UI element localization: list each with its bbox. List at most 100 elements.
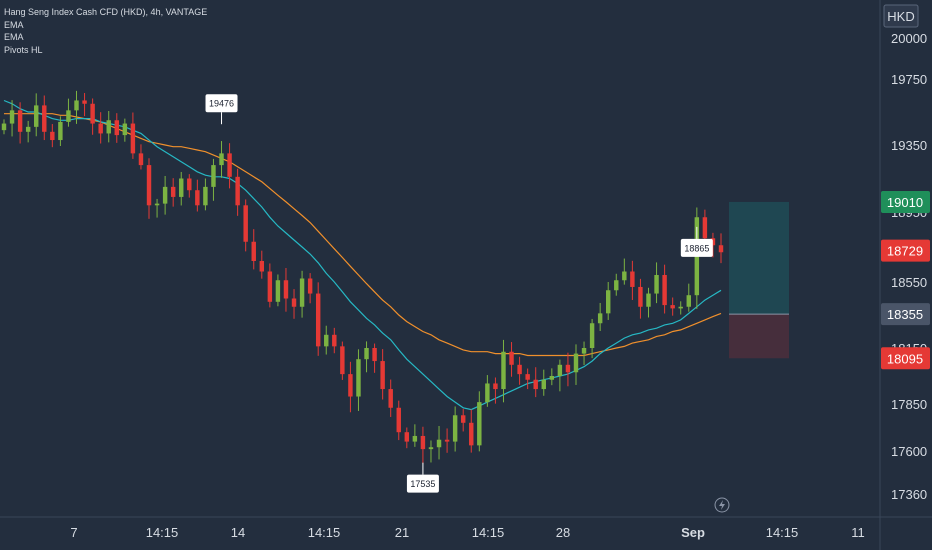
candle-body[interactable] (66, 110, 71, 122)
candle-body[interactable] (469, 422, 474, 446)
candle-body[interactable] (404, 432, 410, 442)
candle-body[interactable] (670, 305, 675, 309)
price-label-text: 18355 (887, 307, 923, 322)
candle-body[interactable] (622, 271, 627, 281)
candle-body[interactable] (662, 275, 667, 306)
candle-body[interactable] (589, 323, 595, 348)
candle-body[interactable] (630, 271, 635, 287)
candle-body[interactable] (307, 278, 313, 294)
candle-body[interactable] (227, 153, 232, 177)
candle-body[interactable] (557, 364, 563, 376)
candle-body[interactable] (114, 120, 120, 136)
candle-body[interactable] (686, 295, 691, 307)
candle-body[interactable] (1, 123, 7, 131)
candle-body[interactable] (638, 286, 643, 307)
candle-body[interactable] (597, 313, 603, 324)
candle-body[interactable] (235, 176, 240, 206)
price-label-text: 18095 (887, 351, 923, 366)
candle-body[interactable] (605, 290, 611, 314)
candle-body[interactable] (436, 439, 442, 448)
candle-body[interactable] (573, 353, 579, 373)
position-stop-zone[interactable] (729, 314, 789, 359)
candle-body[interactable] (356, 359, 361, 397)
candle-body[interactable] (493, 383, 498, 390)
candle-body[interactable] (283, 280, 289, 299)
candle-body[interactable] (34, 105, 39, 127)
candle-body[interactable] (525, 374, 530, 380)
candle-body[interactable] (162, 186, 168, 204)
legend-symbol-title: Hang Seng Index Cash CFD (HKD), 4h, VANT… (4, 7, 208, 17)
candle-body[interactable] (9, 110, 15, 124)
candle-body[interactable] (581, 348, 587, 354)
candle-body[interactable] (565, 364, 571, 373)
ema-slow-line (4, 113, 722, 357)
candle-body[interactable] (299, 278, 305, 307)
candle-body[interactable] (364, 348, 369, 360)
candle-body[interactable] (477, 402, 482, 446)
candle-body[interactable] (509, 351, 514, 365)
candle-body[interactable] (452, 415, 458, 442)
candle-body[interactable] (251, 241, 256, 261)
candle-body[interactable] (275, 280, 281, 302)
legend-indicator-pivots: Pivots HL (4, 44, 43, 55)
candle-body[interactable] (203, 186, 208, 206)
candle-body[interactable] (388, 389, 393, 408)
candle-body[interactable] (170, 186, 176, 197)
candle-body[interactable] (259, 261, 265, 272)
candle-body[interactable] (130, 123, 136, 154)
candle-body[interactable] (90, 103, 95, 124)
candle-body[interactable] (291, 298, 297, 307)
candle-body[interactable] (517, 364, 522, 375)
candle-body[interactable] (702, 217, 708, 239)
candle-body[interactable] (25, 126, 31, 132)
candle-body[interactable] (710, 238, 716, 246)
candle-body[interactable] (219, 153, 224, 166)
realtime-icon[interactable] (714, 497, 730, 513)
candle-body[interactable] (82, 100, 87, 104)
candle-body[interactable] (146, 165, 152, 206)
candle-body[interactable] (179, 178, 184, 197)
candle-body[interactable] (154, 203, 160, 206)
currency-box[interactable] (883, 4, 919, 28)
candle-body[interactable] (211, 165, 216, 187)
candle-body[interactable] (122, 123, 128, 136)
candle-body[interactable] (372, 348, 377, 362)
candle-body[interactable] (98, 123, 103, 134)
candle-body[interactable] (412, 435, 418, 442)
candle-body[interactable] (58, 121, 63, 141)
candle-body[interactable] (340, 346, 345, 375)
candle-body[interactable] (678, 306, 683, 309)
candle-body[interactable] (460, 415, 466, 423)
candle-body[interactable] (533, 379, 538, 390)
candle-body[interactable] (324, 334, 329, 347)
candle-body[interactable] (348, 374, 353, 397)
candle-body[interactable] (74, 100, 79, 111)
candle-body[interactable] (332, 334, 337, 347)
candle-body[interactable] (138, 153, 144, 166)
candle-body[interactable] (444, 439, 450, 442)
candle-body[interactable] (549, 376, 555, 380)
candle-body[interactable] (267, 271, 273, 302)
candle-body[interactable] (428, 447, 434, 450)
candle-body[interactable] (17, 110, 23, 132)
candle-body[interactable] (42, 105, 47, 132)
candle-body[interactable] (420, 435, 426, 450)
candle-body[interactable] (195, 190, 200, 206)
candle-body[interactable] (646, 293, 651, 307)
candle-body[interactable] (501, 351, 506, 390)
candle-body[interactable] (243, 205, 248, 242)
candle-body[interactable] (50, 131, 55, 141)
candle-body[interactable] (541, 379, 546, 390)
candle-body[interactable] (315, 293, 321, 347)
candle-body[interactable] (187, 178, 192, 191)
candle-body[interactable] (614, 280, 619, 291)
candle-body[interactable] (106, 120, 111, 134)
candle-body[interactable] (718, 245, 724, 253)
position-target-zone[interactable] (729, 201, 789, 315)
candle-body[interactable] (485, 383, 490, 403)
candle-body[interactable] (380, 361, 385, 390)
candle-body[interactable] (654, 275, 659, 294)
candle-body[interactable] (396, 407, 401, 433)
